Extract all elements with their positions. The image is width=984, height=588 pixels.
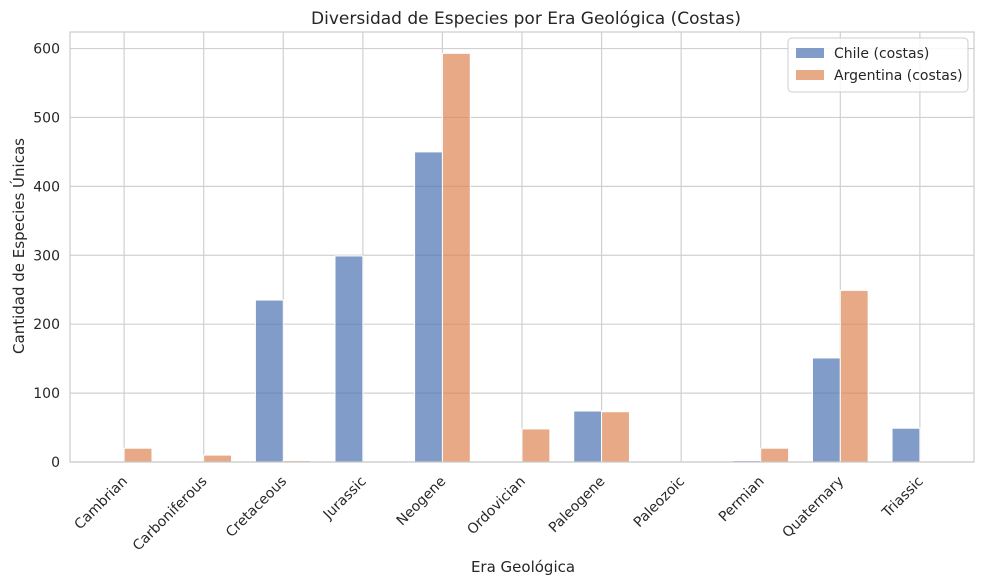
bar-chile-jurassic xyxy=(334,255,364,463)
bar-argentina-paleogene xyxy=(601,411,630,463)
bar-argentina-cambrian xyxy=(123,447,153,463)
bar-chile-paleogene xyxy=(573,410,603,463)
bar-argentina-quaternary xyxy=(839,289,869,463)
legend-label: Argentina (costas) xyxy=(834,68,963,84)
y-tick-label: 600 xyxy=(33,42,60,58)
y-tick-label: 0 xyxy=(51,455,60,471)
legend-label: Chile (costas) xyxy=(834,46,929,62)
y-axis-label: Cantidad de Especies Únicas xyxy=(9,138,28,354)
plot-frame xyxy=(69,31,975,463)
bar-argentina-permian xyxy=(760,447,790,463)
bar-argentina-ordovician xyxy=(521,428,551,463)
y-tick-label: 200 xyxy=(33,317,60,333)
chart-title: Diversidad de Especies por Era Geológica… xyxy=(311,9,741,29)
legend: Chile (costas) Argentina (costas) xyxy=(787,37,969,93)
bar-argentina-carboniferous xyxy=(203,454,233,463)
y-tick-label: 400 xyxy=(33,179,60,195)
y-tick-labels: 0 100 200 300 400 500 600 xyxy=(33,42,60,471)
y-tick-label: 500 xyxy=(33,110,60,126)
y-tick-label: 100 xyxy=(33,386,60,402)
bar-chile-neogene xyxy=(414,151,443,463)
y-tick-label: 300 xyxy=(33,248,60,264)
legend-swatch xyxy=(796,70,824,80)
bar-layer xyxy=(123,52,921,463)
legend-box xyxy=(787,37,969,93)
x-axis-label: Era Geológica xyxy=(471,558,575,576)
bar-chile-cretaceous xyxy=(254,299,284,463)
bar-chile-quaternary xyxy=(811,357,841,463)
bar-chile-triassic xyxy=(891,427,921,463)
bar-argentina-neogene xyxy=(441,52,471,463)
legend-swatch xyxy=(796,48,824,58)
